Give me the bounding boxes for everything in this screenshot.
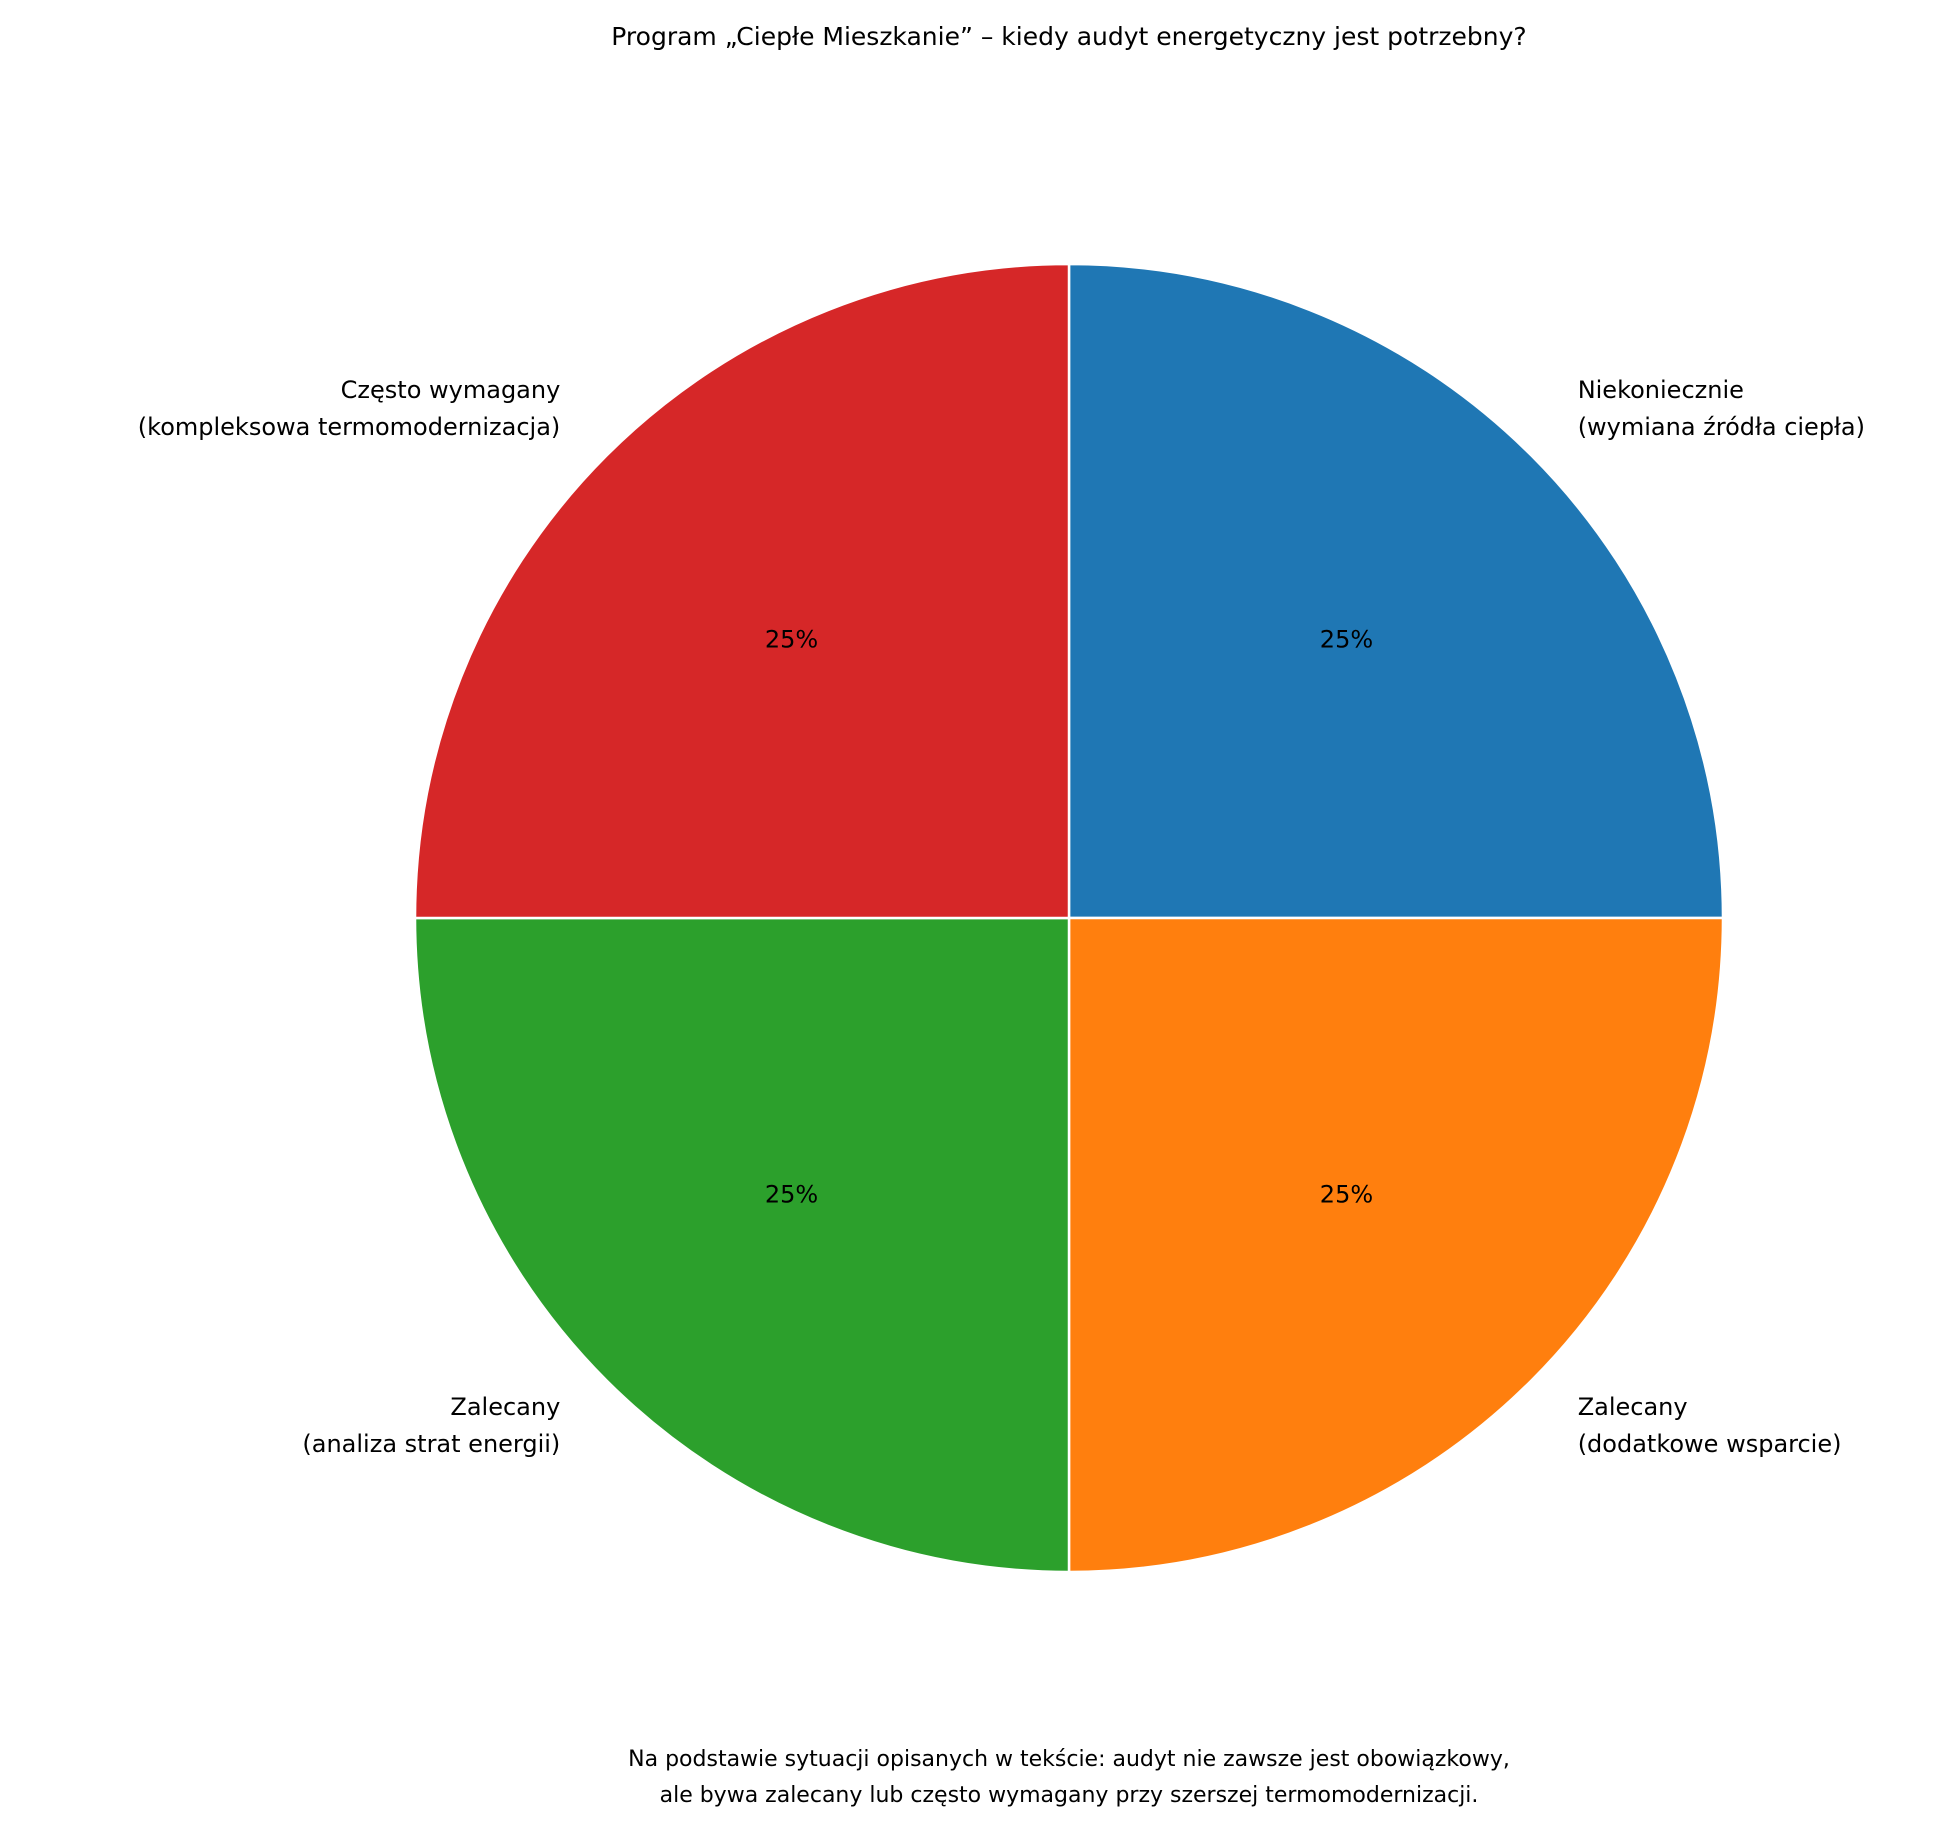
value-label: 25% [765,1180,818,1208]
chart-title: Program „Ciepłe Mieszkanie” – kiedy audy… [611,22,1526,51]
value-label: 25% [1320,1180,1373,1208]
slice-label: Zalecany (analiza strat energii) [302,1393,560,1458]
slice-label: Zalecany (dodatkowe wsparcie) [1578,1393,1842,1458]
value-label: 25% [765,626,818,654]
slice-label: Niekoniecznie (wymiana źródła ciepła) [1578,376,1865,441]
pie-slice [1067,262,1725,920]
slice-label: Często wymagany (kompleksowa termomoderni… [138,376,561,441]
pie-slice [413,262,1071,920]
pie-slice [1067,916,1725,1574]
value-label: 25% [1320,626,1373,654]
pie-slice [413,916,1071,1574]
footnote: Na podstawie sytuacji opisanych w tekści… [628,1747,1510,1808]
